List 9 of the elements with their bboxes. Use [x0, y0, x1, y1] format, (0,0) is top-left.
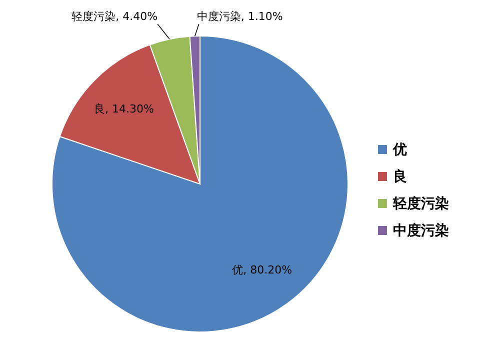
legend-label: 轻度污染	[392, 194, 449, 212]
legend-label: 中度污染	[393, 222, 449, 239]
data-label: 优, 80.20%	[232, 264, 292, 277]
legend-label: 良	[393, 168, 407, 185]
data-label: 轻度污染, 4.40%	[72, 10, 158, 23]
pie-slice	[52, 36, 348, 332]
legend-label: 优	[392, 142, 407, 158]
data-label: 良, 14.30%	[94, 102, 154, 116]
data-label: 中度污染, 1.10%	[196, 10, 283, 23]
